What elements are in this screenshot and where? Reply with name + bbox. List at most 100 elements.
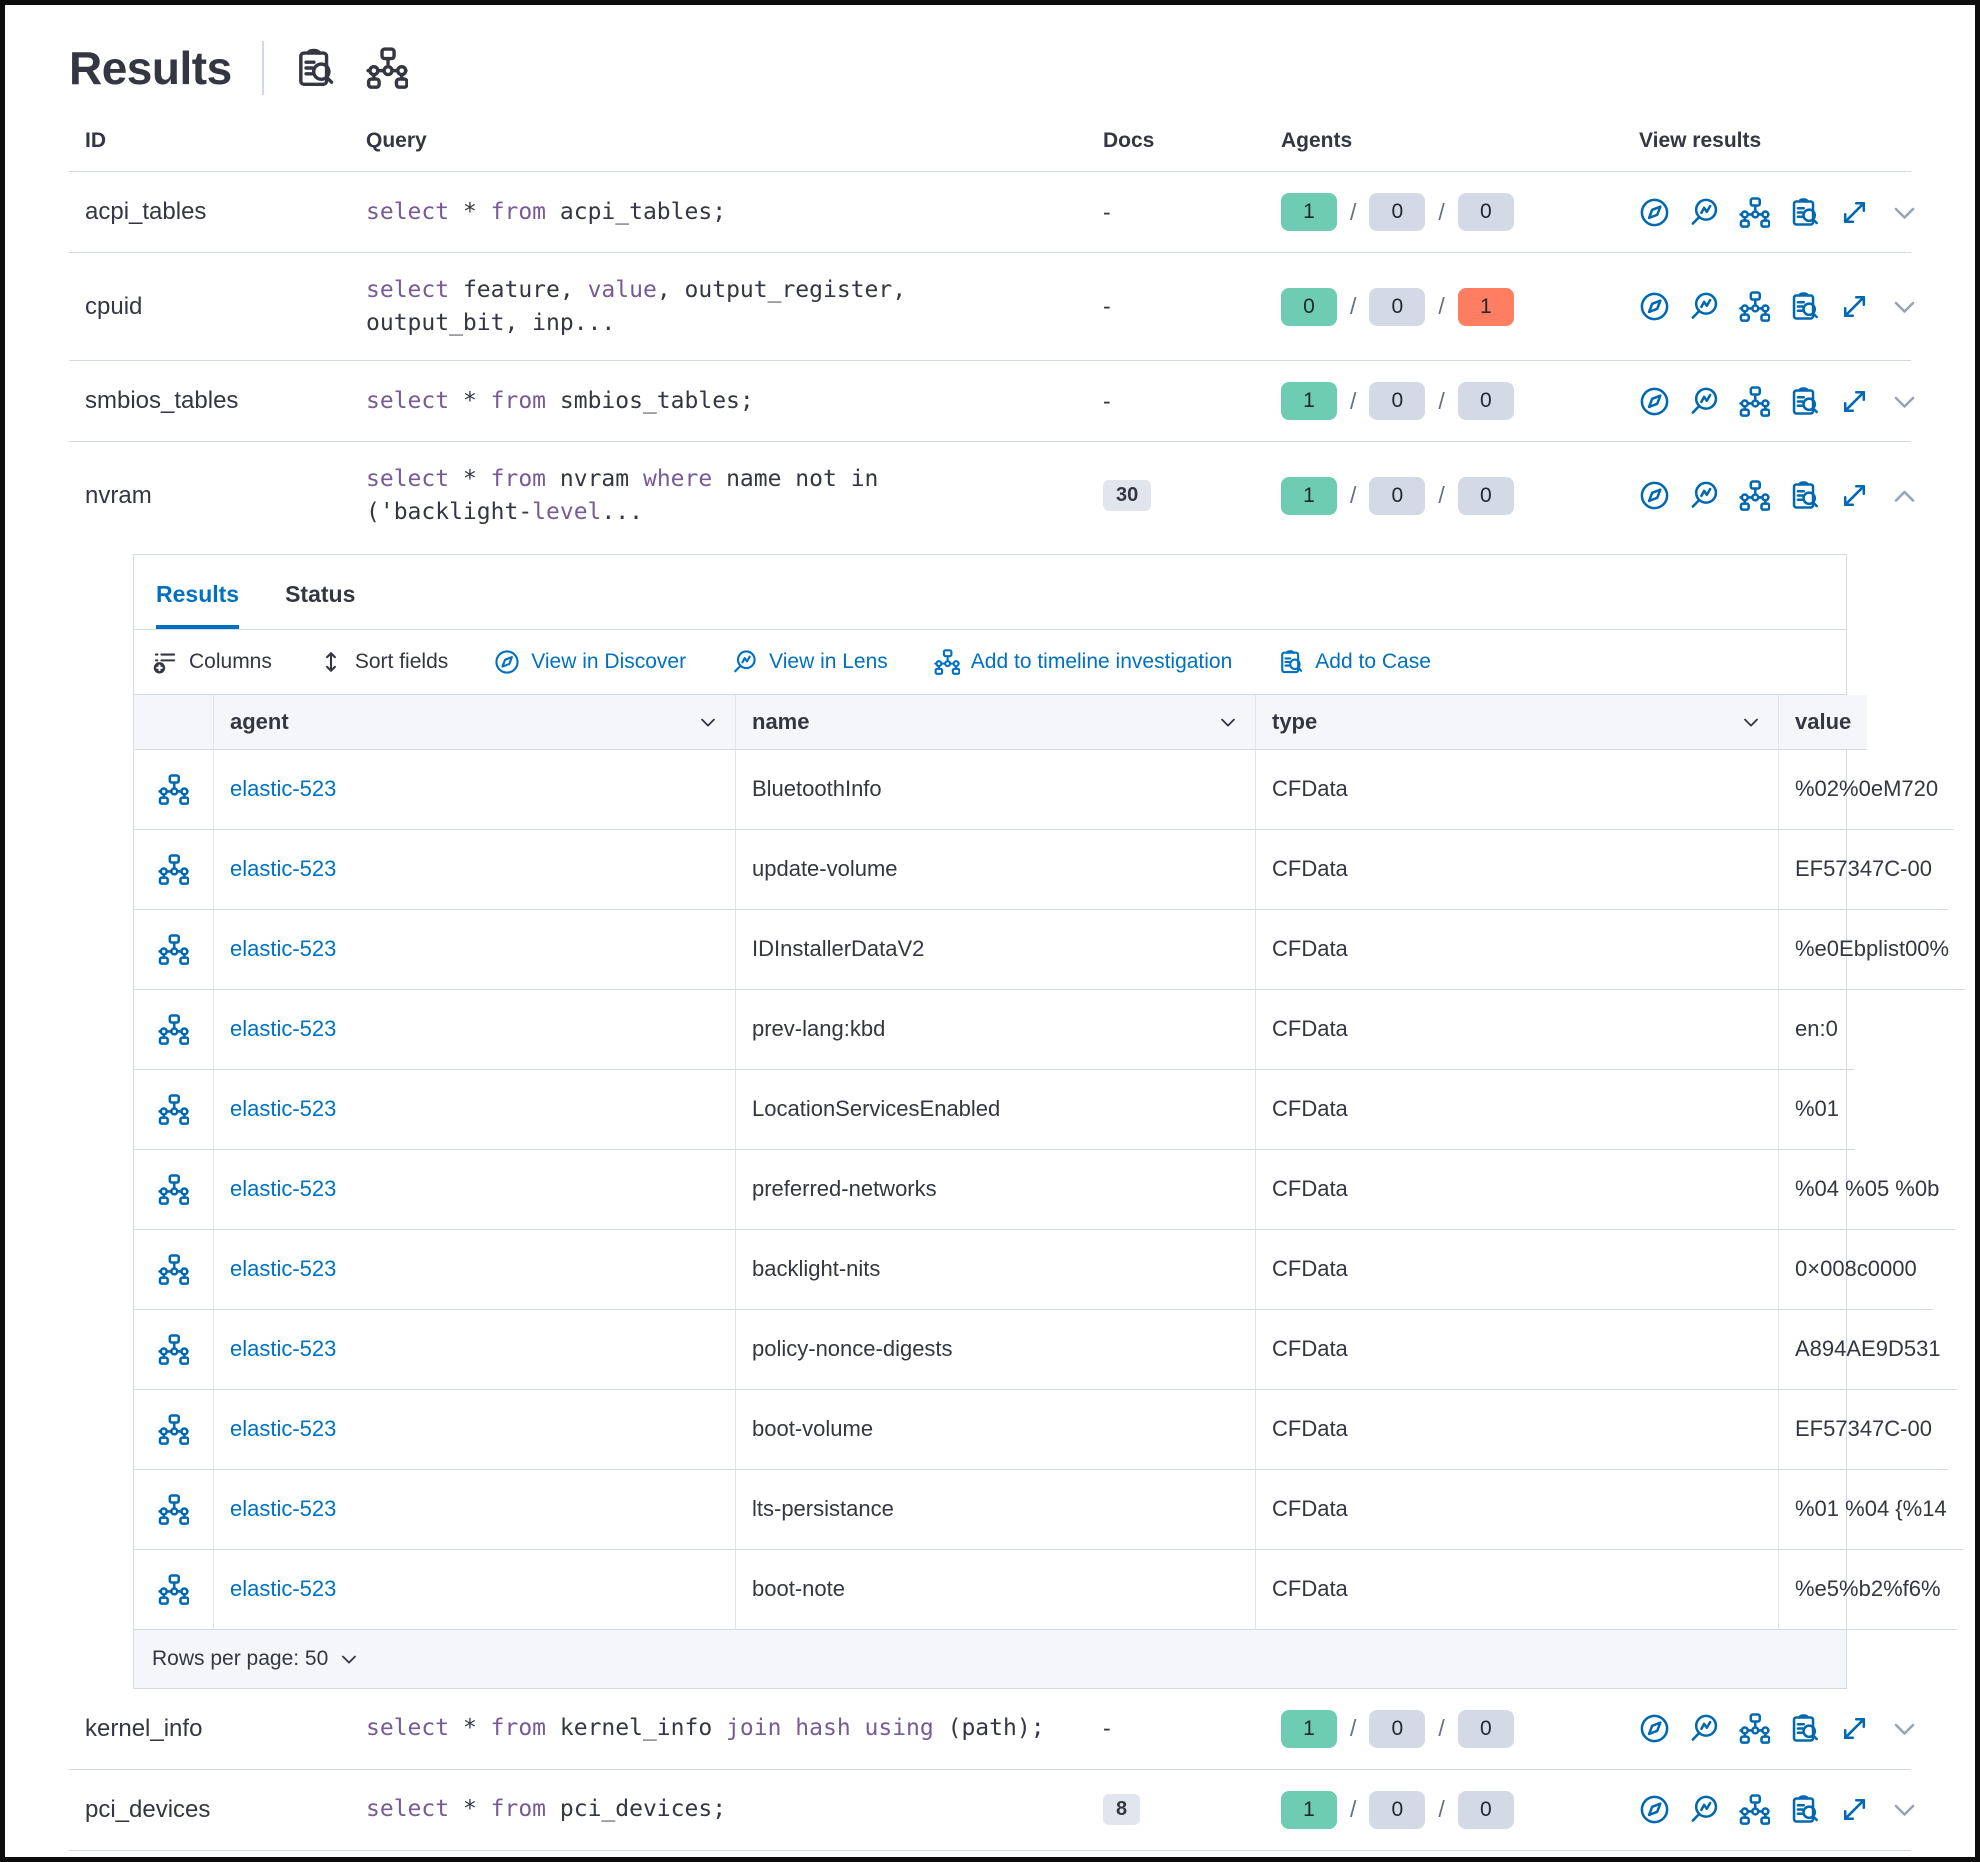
- expand-icon[interactable]: [1839, 197, 1870, 228]
- docs-count: -: [1103, 293, 1111, 320]
- view-in-lens-link[interactable]: View in Lens: [732, 649, 888, 675]
- result-row: elastic-523 BluetoothInfo CFData %02%0eM720: [134, 749, 1955, 830]
- add-to-timeline-icon[interactable]: [158, 1013, 189, 1045]
- expand-icon[interactable]: [1839, 291, 1870, 322]
- agent-cell: elastic-523: [214, 909, 736, 990]
- value-cell: 0×008c0000: [1779, 1230, 1933, 1310]
- row-actions-cell: [134, 749, 214, 830]
- view-in-discover-link[interactable]: View in Discover: [494, 649, 686, 675]
- add-to-timeline-icon[interactable]: [1739, 386, 1770, 417]
- add-to-timeline-icon[interactable]: [1739, 196, 1770, 228]
- agent-link[interactable]: elastic-523: [230, 1176, 337, 1202]
- add-to-timeline-icon[interactable]: [158, 1173, 189, 1205]
- grid-column-header-value[interactable]: value: [1779, 694, 1868, 750]
- add-to-case-link[interactable]: Add to Case: [1278, 649, 1431, 675]
- expand-icon[interactable]: [1839, 480, 1870, 511]
- view-in-lens-icon[interactable]: [1689, 1713, 1720, 1744]
- add-to-timeline-icon[interactable]: [1739, 1713, 1770, 1745]
- agent-link[interactable]: elastic-523: [230, 1496, 337, 1522]
- chevron-down-icon[interactable]: [338, 1648, 360, 1670]
- agent-link[interactable]: elastic-523: [230, 776, 337, 802]
- view-in-lens-icon[interactable]: [1689, 1794, 1720, 1825]
- chevron-down-icon[interactable]: [1889, 197, 1920, 228]
- chevron-up-icon[interactable]: [1889, 480, 1920, 511]
- tab-status[interactable]: Status: [285, 580, 356, 607]
- add-to-timeline-icon[interactable]: [158, 1253, 189, 1285]
- add-to-timeline-icon[interactable]: [158, 1333, 189, 1365]
- tab-results[interactable]: Results: [156, 581, 240, 629]
- row-actions-cell: [134, 1149, 214, 1230]
- add-to-case-icon[interactable]: [1789, 197, 1820, 228]
- view-results-actions: [1639, 291, 1920, 323]
- agents-status: 1/0/0: [1281, 1709, 1639, 1748]
- view-results-actions: [1639, 1713, 1920, 1745]
- sort-fields-button[interactable]: Sort fields: [318, 649, 448, 675]
- add-to-timeline-icon[interactable]: [158, 1093, 189, 1125]
- add-to-case-icon[interactable]: [294, 47, 336, 89]
- grid-column-header-name[interactable]: name: [736, 694, 1256, 750]
- chevron-down-icon[interactable]: [1889, 386, 1920, 417]
- chevron-down-icon[interactable]: [1889, 291, 1920, 322]
- chevron-down-icon[interactable]: [1889, 1713, 1920, 1744]
- view-in-discover-icon[interactable]: [1639, 386, 1670, 417]
- query-id: pci_devices: [85, 1795, 211, 1823]
- agent-link[interactable]: elastic-523: [230, 1416, 337, 1442]
- agents-status: 0/0/1: [1281, 287, 1639, 326]
- type-cell: CFData: [1256, 1389, 1779, 1470]
- agent-link[interactable]: elastic-523: [230, 1576, 337, 1602]
- result-row: elastic-523 update-volume CFData EF57347C-0…: [134, 829, 1948, 910]
- add-to-case-icon[interactable]: [1789, 386, 1820, 417]
- chevron-down-icon[interactable]: [1740, 711, 1762, 733]
- view-in-lens-icon[interactable]: [1689, 480, 1720, 511]
- add-to-timeline-icon[interactable]: [1739, 1794, 1770, 1826]
- add-to-case-icon[interactable]: [1789, 1794, 1820, 1825]
- add-to-case-icon[interactable]: [1789, 1713, 1820, 1744]
- row-actions-cell: [134, 909, 214, 990]
- add-to-timeline-icon[interactable]: [158, 1493, 189, 1525]
- expand-icon[interactable]: [1839, 386, 1870, 417]
- value-cell: %01: [1779, 1070, 1856, 1150]
- agent-link[interactable]: elastic-523: [230, 1016, 337, 1042]
- agent-link[interactable]: elastic-523: [230, 1336, 337, 1362]
- view-in-discover-icon[interactable]: [1639, 197, 1670, 228]
- add-to-timeline-icon[interactable]: [158, 1573, 189, 1605]
- add-to-timeline-icon[interactable]: [1739, 480, 1770, 512]
- add-to-timeline-link[interactable]: Add to timeline investigation: [934, 648, 1232, 675]
- query-sql: select * from smbios_tables;: [366, 387, 754, 414]
- expand-icon[interactable]: [1839, 1713, 1870, 1744]
- row-actions-cell: [134, 1549, 214, 1630]
- add-to-timeline-icon[interactable]: [158, 853, 189, 885]
- chevron-down-icon[interactable]: [1217, 711, 1239, 733]
- agent-link[interactable]: elastic-523: [230, 856, 337, 882]
- view-in-discover-icon[interactable]: [1639, 1794, 1670, 1825]
- add-to-timeline-icon[interactable]: [158, 1413, 189, 1445]
- agents-failed-badge: 0: [1457, 382, 1514, 421]
- add-to-timeline-icon[interactable]: [1739, 291, 1770, 323]
- view-in-lens-icon[interactable]: [1689, 386, 1720, 417]
- view-in-discover-icon[interactable]: [1639, 291, 1670, 322]
- add-to-case-icon[interactable]: [1789, 291, 1820, 322]
- view-in-discover-icon[interactable]: [1639, 480, 1670, 511]
- add-to-timeline-icon[interactable]: [158, 933, 189, 965]
- query-row: pci_devices select * from pci_devices; 8 1/…: [69, 1770, 1915, 1851]
- grid-column-header-agent[interactable]: agent: [214, 694, 736, 750]
- view-in-discover-icon[interactable]: [1639, 1713, 1670, 1744]
- view-in-lens-icon[interactable]: [1689, 291, 1720, 322]
- columns-button[interactable]: Columns: [152, 649, 272, 675]
- add-to-case-icon[interactable]: [1789, 480, 1820, 511]
- expand-icon[interactable]: [1839, 1794, 1870, 1825]
- agent-link[interactable]: elastic-523: [230, 1256, 337, 1282]
- result-row: elastic-523 prev-lang:kbd CFData en:0: [134, 989, 1854, 1070]
- name-cell: LocationServicesEnabled: [736, 1069, 1256, 1150]
- timeline-icon[interactable]: [366, 47, 408, 89]
- chevron-down-icon[interactable]: [1889, 1794, 1920, 1825]
- agent-link[interactable]: elastic-523: [230, 936, 337, 962]
- docs-count: -: [1103, 1715, 1111, 1742]
- agent-link[interactable]: elastic-523: [230, 1096, 337, 1122]
- grid-column-header-type[interactable]: type: [1256, 694, 1779, 750]
- add-to-timeline-icon[interactable]: [158, 773, 189, 805]
- rows-per-page[interactable]: Rows per page: 50: [152, 1646, 329, 1670]
- column-header-docs: Docs: [1103, 129, 1155, 152]
- view-in-lens-icon[interactable]: [1689, 197, 1720, 228]
- chevron-down-icon[interactable]: [697, 711, 719, 733]
